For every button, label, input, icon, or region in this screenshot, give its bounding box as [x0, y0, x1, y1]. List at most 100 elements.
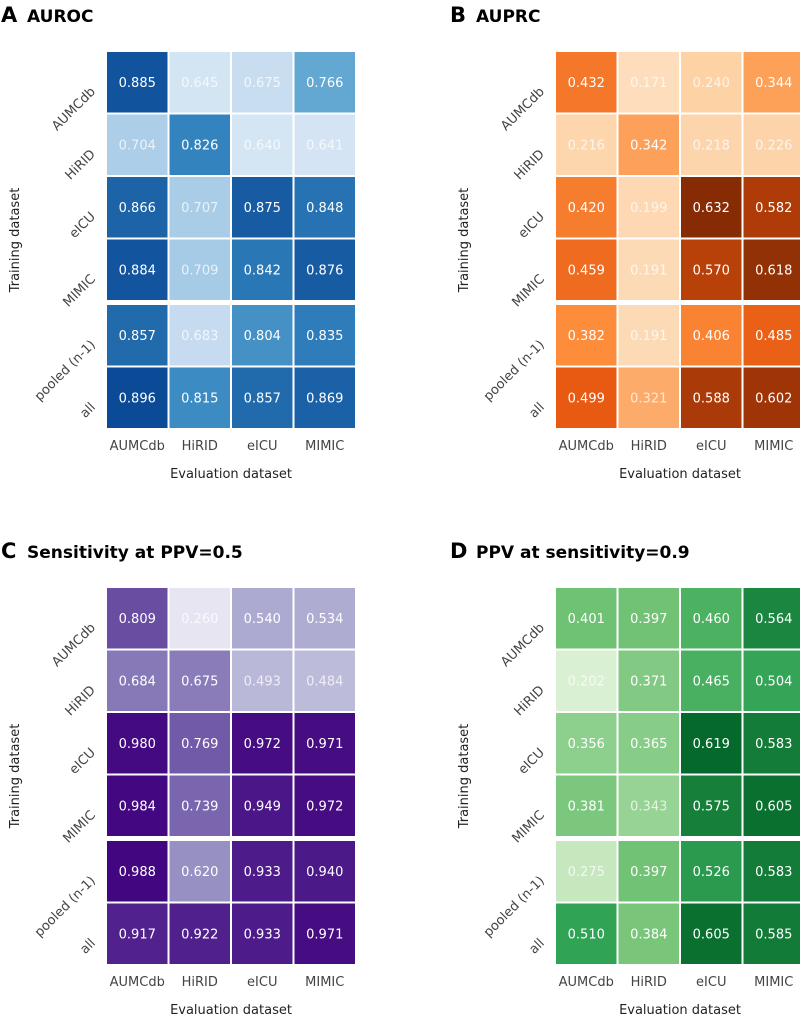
cell-value-label: 0.766 [306, 76, 343, 91]
heatmap-cell [167, 175, 232, 240]
cell-value-label: 0.588 [693, 391, 730, 406]
heatmap-cell [554, 586, 619, 651]
cell-value-label: 0.459 [568, 263, 605, 278]
x-tick-hirid: HiRID [182, 439, 218, 454]
cell-value-label: 0.371 [630, 674, 667, 689]
cell-value-label: 0.382 [568, 329, 605, 344]
cell-value-label: 0.570 [693, 263, 730, 278]
heatmap-cell [554, 839, 619, 904]
heatmap-cell [105, 901, 170, 966]
heatmap-cell [554, 365, 619, 430]
y-tick-hirid: HiRID [512, 147, 548, 183]
cell-value-label: 0.619 [693, 737, 730, 752]
heatmap-cell [679, 175, 744, 240]
y-tick-pooled-n-1: pooled (n-1) [32, 337, 99, 404]
heatmap-cell [230, 711, 295, 776]
y-tick-mimic: MIMIC [510, 272, 548, 310]
heatmap-cell [741, 901, 800, 966]
heatmap-cell [292, 303, 357, 368]
cell-value-label: 0.493 [244, 674, 281, 689]
y-tick-eicu: eICU [67, 745, 99, 777]
heatmap-cell [741, 175, 800, 240]
cell-value-label: 0.583 [755, 865, 792, 880]
y-tick-hirid: HiRID [512, 683, 548, 719]
cell-value-label: 0.342 [630, 138, 667, 153]
heatmap-cell [230, 365, 295, 430]
heatmap-cell [292, 175, 357, 240]
cell-value-label: 0.381 [568, 799, 605, 814]
cell-value-label: 0.321 [630, 391, 667, 406]
cell-value-label: 0.240 [693, 76, 730, 91]
y-axis-title: Training dataset [457, 724, 472, 830]
y-tick-eicu: eICU [516, 745, 548, 777]
cell-value-label: 0.683 [181, 329, 218, 344]
heatmap-cell [616, 175, 681, 240]
x-tick-mimic: MIMIC [754, 975, 793, 990]
heatmap-cell [167, 112, 232, 177]
x-axis-title: Evaluation dataset [170, 467, 292, 482]
heatmap-cell [230, 648, 295, 713]
cell-value-label: 0.397 [630, 865, 667, 880]
cell-value-label: 0.949 [244, 799, 281, 814]
heatmap-cell [292, 112, 357, 177]
heatmap-cell [105, 648, 170, 713]
heatmap-cell [292, 365, 357, 430]
heatmap-cell [554, 112, 619, 177]
y-tick-mimic: MIMIC [61, 808, 99, 846]
cell-value-label: 0.640 [244, 138, 281, 153]
heatmap-cell [167, 648, 232, 713]
x-tick-eicu: eICU [696, 439, 726, 454]
y-tick-aumcdb: AUMCdb [49, 620, 99, 670]
y-tick-all: all [77, 936, 98, 957]
cell-value-label: 0.869 [306, 391, 343, 406]
heatmap-cell [292, 839, 357, 904]
cell-value-label: 0.675 [181, 674, 218, 689]
cell-value-label: 0.933 [244, 865, 281, 880]
panel-a: A AUROC 0.885 0.645 0.675 0.766 0.704 0.826 0.64… [1, 3, 357, 482]
panel-title: Sensitivity at PPV=0.5 [27, 543, 243, 563]
heatmap-cell [741, 711, 800, 776]
cell-value-label: 0.632 [693, 201, 730, 216]
cell-value-label: 0.984 [119, 799, 156, 814]
y-tick-pooled-n-1: pooled (n-1) [481, 873, 548, 940]
heatmap-cell [105, 303, 170, 368]
cell-value-label: 0.384 [630, 927, 667, 942]
cell-value-label: 0.922 [181, 927, 218, 942]
heatmap-cell [616, 50, 681, 115]
y-tick-hirid: HiRID [63, 683, 99, 719]
cell-value-label: 0.460 [693, 612, 730, 627]
heatmap-cell [741, 648, 800, 713]
cell-value-label: 0.605 [755, 799, 792, 814]
y-axis-title: Training dataset [8, 724, 23, 830]
cell-value-label: 0.583 [755, 737, 792, 752]
cell-value-label: 0.641 [306, 138, 343, 153]
cell-value-label: 0.618 [755, 263, 792, 278]
y-tick-mimic: MIMIC [61, 272, 99, 310]
heatmap-cell [554, 901, 619, 966]
cell-value-label: 0.397 [630, 612, 667, 627]
panel-title: AUROC [27, 7, 93, 27]
heatmap-cell [292, 586, 357, 651]
cell-value-label: 0.709 [181, 263, 218, 278]
heatmap-cell [230, 303, 295, 368]
cell-value-label: 0.707 [181, 201, 218, 216]
cell-value-label: 0.971 [306, 737, 343, 752]
cell-value-label: 0.582 [755, 201, 792, 216]
cell-value-label: 0.484 [306, 674, 343, 689]
heatmap-cell [741, 365, 800, 430]
cell-value-label: 0.343 [630, 799, 667, 814]
y-axis-title: Training dataset [457, 188, 472, 294]
x-tick-mimic: MIMIC [305, 439, 344, 454]
cell-value-label: 0.933 [244, 927, 281, 942]
cell-value-label: 0.704 [119, 138, 156, 153]
y-tick-all: all [526, 400, 547, 421]
cell-value-label: 0.875 [244, 201, 281, 216]
heatmap-cell [679, 711, 744, 776]
cell-value-label: 0.842 [244, 263, 281, 278]
x-tick-aumcdb: AUMCdb [110, 439, 165, 454]
cell-value-label: 0.605 [693, 927, 730, 942]
heatmap-cell [167, 237, 232, 302]
cell-value-label: 0.815 [181, 391, 218, 406]
cell-value-label: 0.809 [119, 612, 156, 627]
